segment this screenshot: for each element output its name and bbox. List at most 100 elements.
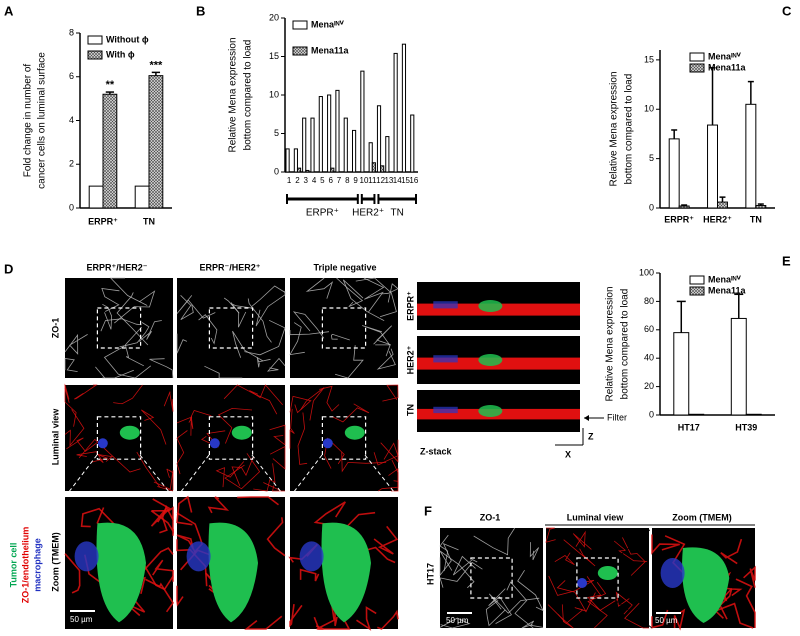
bar [755,205,767,209]
x-tick-label: 15 [401,176,410,185]
bar [368,142,373,173]
legend-label: With ϕ [106,49,135,59]
bar [327,94,332,173]
cell-border [382,283,399,303]
cell-border [572,530,592,550]
bar [148,75,164,209]
panel-letter: B [196,3,205,18]
cell-border [244,615,283,630]
micrograph [177,385,285,491]
zoom-guide [64,454,98,498]
x-tick-label: HER2⁺ [703,214,732,224]
cell-border [363,277,385,313]
cell-border [64,358,78,372]
y-tick-label: 40 [644,353,654,363]
cell-border [714,602,754,629]
cell-border [373,325,392,346]
cell-border [204,365,243,379]
x-tick-label: 13 [384,176,393,185]
cell-border [624,602,649,629]
macrophage [186,541,211,572]
significance: *** [149,59,163,71]
cell-border [149,358,174,379]
cell-border [378,459,399,492]
cell-border [255,291,286,327]
bar [102,93,118,209]
cell-border [119,322,150,348]
cell-border [334,345,364,379]
bar [401,43,407,173]
cell-border [380,439,399,463]
cell-border [439,543,459,577]
x-tick-label: 3 [304,176,309,185]
legend-swatch [87,50,103,60]
cell-border [586,576,619,611]
y-tick-label: 15 [644,54,654,64]
cell-border [299,568,320,582]
x-tick-label: HT39 [735,422,757,432]
cell-border [207,496,230,514]
cell-border [102,303,113,330]
zstack-label: HER2⁺ [405,345,415,374]
bar [335,89,340,173]
micrograph [440,528,543,628]
bar [318,96,323,173]
micrograph [546,528,649,628]
scale-label: 50 µm [446,616,469,625]
bar [285,148,290,173]
row-label: Zoom (TMEM) [50,532,60,591]
panel-letter: E [782,253,791,268]
cell-border [64,409,85,447]
column-header: ERPR⁻/HER2⁺ [199,262,260,272]
cell-border [124,326,144,367]
cell-border [356,606,377,631]
bar [293,148,298,173]
y-tick-label: 10 [269,89,279,99]
bar [134,185,150,209]
cell-border [613,540,648,562]
cell-border [305,277,334,299]
significance: ** [106,79,115,91]
cell-border [116,292,149,346]
cell-border [547,604,574,629]
cell-border [91,453,113,463]
cell-border [176,430,188,475]
macrophage [660,558,685,588]
bar [310,117,315,173]
cell-border [251,285,286,307]
zoom-guide [364,454,399,498]
cell-border [292,311,325,339]
cell-border [113,384,143,405]
bar [371,162,376,173]
bar [668,138,680,209]
bar [393,52,398,173]
x-tick-label: ERPR⁺ [664,214,694,224]
cell-border [439,561,483,588]
y-tick-label: 10 [644,104,654,114]
zoom-box [321,416,367,460]
tumor-signal [478,354,503,366]
tumor-cell [96,522,146,623]
group-label: ERPR⁺ [306,208,339,219]
micrograph [177,278,285,378]
legend-swatch [689,63,705,73]
legend-label: Menaᴵᴺⱽ [708,51,742,61]
cell-border [587,582,608,629]
legend-swatch [292,20,308,30]
cell-border [176,295,216,319]
y-tick-label: 0 [274,166,279,176]
column-header: Triple negative [313,262,376,272]
x-tick-label: TN [750,214,762,224]
y-axis-label: Relative Mena expression [228,37,239,152]
cell-border [136,451,174,492]
zoom-guide [289,454,323,498]
cell-border [266,357,286,372]
cell-border [289,395,312,414]
x-tick-label: TN [143,216,155,226]
cell-border [103,345,152,379]
zoom-box [96,416,142,460]
macrophage [577,578,588,588]
cell-border [529,542,540,561]
cell-border [249,384,284,406]
cell-border [300,387,325,421]
